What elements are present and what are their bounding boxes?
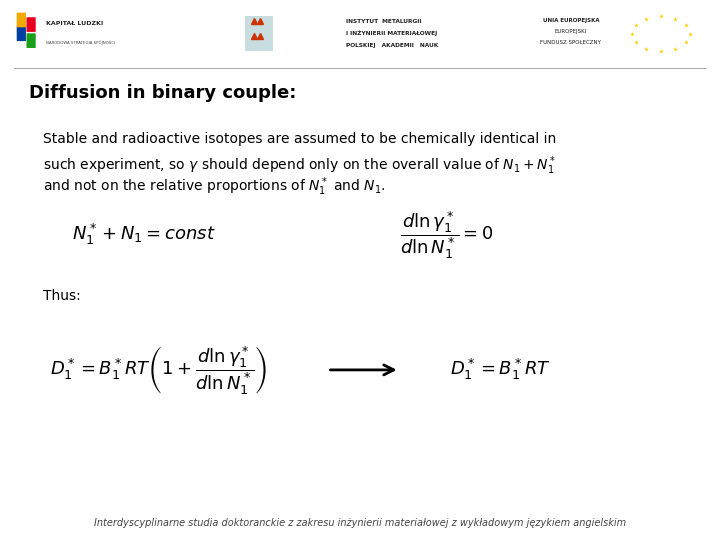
Text: such experiment, so $\gamma$ should depend only on the overall value of $N_1 + N: such experiment, so $\gamma$ should depe… [43,154,557,177]
Text: $\dfrac{d \ln \gamma_1^*}{d \ln N_1^*} = 0$: $\dfrac{d \ln \gamma_1^*}{d \ln N_1^*} =… [400,209,493,261]
Text: KAPITAŁ LUDZKI: KAPITAŁ LUDZKI [46,21,104,26]
Text: $N_1^* + N_1 = const$: $N_1^* + N_1 = const$ [72,222,216,247]
Text: POLSKIEJ   AKADEMII   NAUK: POLSKIEJ AKADEMII NAUK [346,43,438,48]
Text: UNIA EUROPEJSKA: UNIA EUROPEJSKA [542,18,599,23]
Text: NARODOWA STRATEGIA SPÓJNOŚCI: NARODOWA STRATEGIA SPÓJNOŚCI [46,40,115,45]
Text: Interdyscyplinarne studia doktoranckie z zakresu inżynierii materiałowej z wykła: Interdyscyplinarne studia doktoranckie z… [94,518,626,528]
Text: EUROPEJSKI: EUROPEJSKI [554,29,587,34]
Text: FUNDUSZ SPOŁECZNY: FUNDUSZ SPOŁECZNY [541,39,601,44]
Text: INSTYTUT  METALURGII: INSTYTUT METALURGII [346,19,421,24]
FancyBboxPatch shape [17,12,26,28]
FancyBboxPatch shape [27,33,36,48]
Text: $D_1^* = B_1^* RT$: $D_1^* = B_1^* RT$ [450,357,551,382]
FancyBboxPatch shape [245,16,273,51]
Text: and not on the relative proportions of $N_1^*$ and $N_1$.: and not on the relative proportions of $… [43,176,386,198]
Text: Diffusion in binary couple:: Diffusion in binary couple: [29,84,296,102]
Text: $D_1^* = B_1^* RT \left(1 + \dfrac{d \ln \gamma_1^*}{d \ln N_1^*}\right)$: $D_1^* = B_1^* RT \left(1 + \dfrac{d \ln… [50,344,267,396]
Text: Thus:: Thus: [43,289,81,303]
Text: I INŻYNIERII MATERIAŁOWEJ: I INŻYNIERII MATERIAŁOWEJ [346,31,437,36]
FancyBboxPatch shape [27,17,36,32]
FancyBboxPatch shape [17,26,26,41]
Text: Stable and radioactive isotopes are assumed to be chemically identical in: Stable and radioactive isotopes are assu… [43,132,557,146]
